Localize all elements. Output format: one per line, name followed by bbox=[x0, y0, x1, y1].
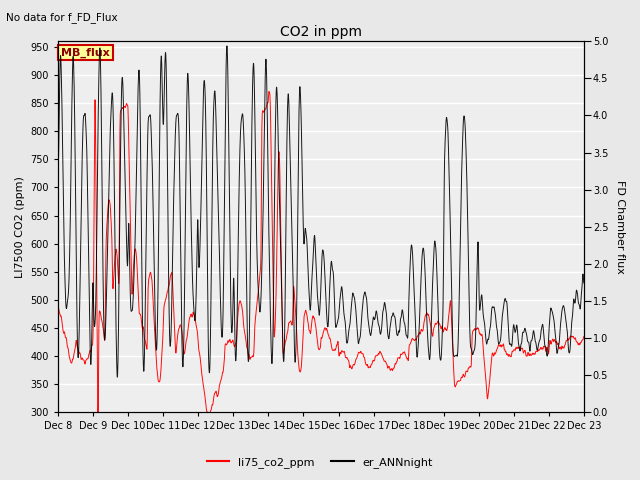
Text: No data for f_FD_Flux: No data for f_FD_Flux bbox=[6, 12, 118, 23]
Title: CO2 in ppm: CO2 in ppm bbox=[280, 24, 362, 38]
Text: MB_flux: MB_flux bbox=[61, 48, 110, 58]
Y-axis label: FD Chamber flux: FD Chamber flux bbox=[615, 180, 625, 274]
Y-axis label: LI7500 CO2 (ppm): LI7500 CO2 (ppm) bbox=[15, 176, 25, 278]
Legend: li75_co2_ppm, er_ANNnight: li75_co2_ppm, er_ANNnight bbox=[203, 452, 437, 472]
